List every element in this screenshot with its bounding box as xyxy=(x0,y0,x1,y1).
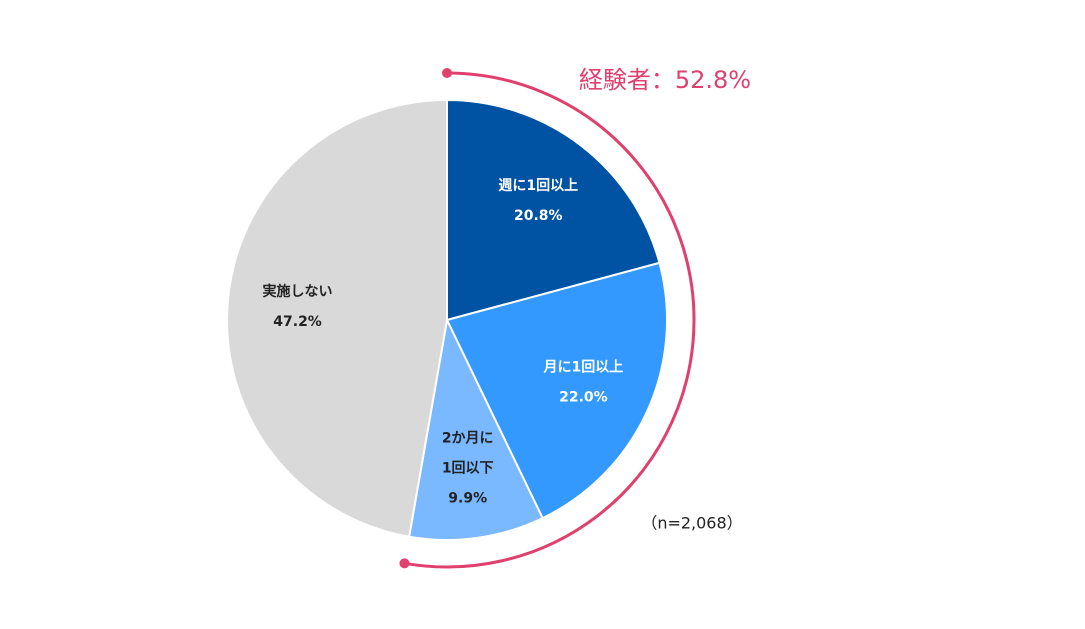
value-label: 47.2% xyxy=(273,314,322,330)
annotation: 経験者：52.8% xyxy=(579,66,751,94)
bracket-arc xyxy=(404,71,696,569)
value-label: 22.0% xyxy=(559,389,608,405)
pie-slice xyxy=(407,316,544,541)
category-label: 週に1回以上 xyxy=(498,178,578,194)
bracket-end xyxy=(399,558,410,569)
category-label: 実施しない xyxy=(263,283,333,300)
bracket-end xyxy=(442,68,452,78)
value-label: 9.9% xyxy=(448,491,487,507)
category-label: 月に1回以上 xyxy=(543,359,624,375)
value-label: 20.8% xyxy=(514,208,563,224)
slices xyxy=(225,98,668,541)
pie-slice xyxy=(445,261,668,520)
sample-size-note: （n=2,068） xyxy=(641,514,742,533)
category-label-line: 2か月に xyxy=(442,431,494,447)
category-label-line: 1回以下 xyxy=(442,461,494,477)
category-label: 2か月に 1回以下 xyxy=(442,431,494,477)
pie-slice xyxy=(225,98,448,538)
pie-slice xyxy=(446,98,661,322)
labels: 週に1回以上 20.8% 月に1回以上 22.0% 2か月に 1回以下 9.9% 実施しない 4… xyxy=(263,178,624,507)
